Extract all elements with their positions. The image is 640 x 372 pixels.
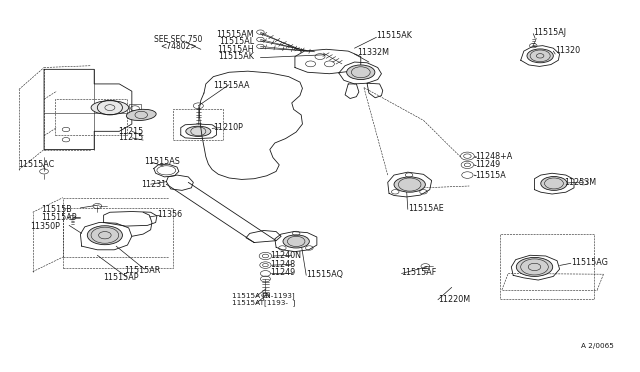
Ellipse shape — [394, 177, 426, 192]
Text: 11231: 11231 — [141, 180, 166, 189]
Text: A 2/0065: A 2/0065 — [580, 343, 614, 349]
Bar — [500, 234, 594, 299]
Text: 11249: 11249 — [270, 268, 295, 277]
Text: 11515AA: 11515AA — [213, 81, 250, 90]
Text: SEE SEC.750: SEE SEC.750 — [154, 35, 202, 44]
Ellipse shape — [283, 235, 309, 248]
Text: 11515AG: 11515AG — [571, 258, 608, 267]
Bar — [55, 99, 127, 135]
Text: 11515AT[1193-  ]: 11515AT[1193- ] — [232, 299, 296, 306]
Text: 11515A [N-1193]: 11515A [N-1193] — [232, 293, 295, 299]
Text: 11515AK: 11515AK — [376, 31, 412, 40]
Ellipse shape — [516, 257, 553, 276]
Text: 11515AE: 11515AE — [408, 204, 444, 213]
Text: 11515AP: 11515AP — [104, 273, 139, 282]
Text: 11515AL: 11515AL — [219, 38, 254, 46]
Text: 11515B: 11515B — [41, 205, 72, 214]
Text: 11515AP: 11515AP — [41, 213, 76, 222]
Bar — [129, 104, 141, 113]
Text: 11249: 11249 — [476, 160, 500, 169]
Ellipse shape — [91, 101, 129, 115]
Text: 11515AC: 11515AC — [18, 160, 54, 169]
Text: 11515AM: 11515AM — [216, 30, 254, 39]
Text: 11248: 11248 — [270, 260, 295, 269]
Text: 11515AF: 11515AF — [401, 268, 436, 277]
Text: 11515A: 11515A — [476, 171, 506, 180]
Text: 11350P: 11350P — [30, 222, 60, 231]
Ellipse shape — [126, 109, 156, 121]
Text: 11515AS: 11515AS — [145, 157, 180, 166]
Ellipse shape — [527, 49, 554, 63]
Text: 11215: 11215 — [118, 133, 143, 142]
Text: 11515AJ: 11515AJ — [533, 28, 566, 37]
Text: 11253M: 11253M — [564, 178, 596, 187]
Text: 11356: 11356 — [157, 210, 182, 219]
Bar — [63, 208, 173, 268]
Ellipse shape — [186, 126, 211, 137]
Ellipse shape — [541, 177, 567, 190]
Text: 11240N: 11240N — [270, 251, 301, 260]
Text: 11210P: 11210P — [213, 123, 243, 132]
Text: <74802>: <74802> — [160, 42, 196, 51]
Text: 11215: 11215 — [118, 127, 143, 136]
Ellipse shape — [347, 65, 375, 80]
Text: 11220M: 11220M — [438, 295, 470, 304]
Text: 11332M: 11332M — [358, 48, 390, 57]
Ellipse shape — [87, 226, 122, 245]
Text: 11515AH: 11515AH — [218, 45, 254, 54]
Text: 11320: 11320 — [556, 46, 580, 55]
Text: 11515AQ: 11515AQ — [306, 270, 343, 279]
Text: 11515AK: 11515AK — [218, 52, 254, 61]
Text: 11248+A: 11248+A — [476, 152, 513, 161]
Bar — [173, 109, 223, 140]
Text: 11515AR: 11515AR — [124, 266, 161, 275]
